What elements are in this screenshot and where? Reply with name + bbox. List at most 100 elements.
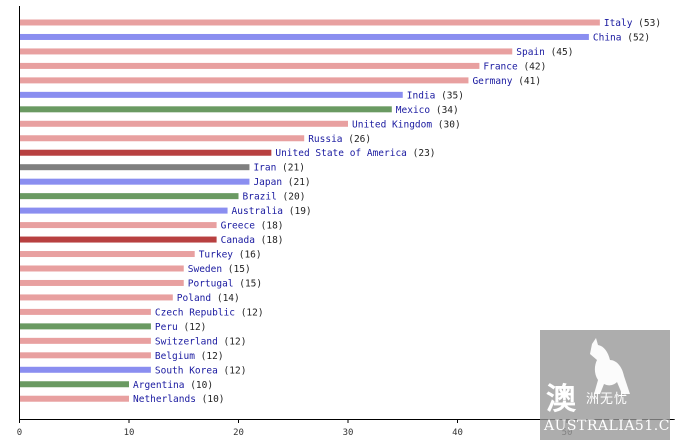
bar-country-label: India [407,90,436,101]
bar-label: Netherlands (10) [133,394,225,405]
bar [20,106,392,113]
bar [20,120,348,127]
bar-count-label: (18) [255,235,284,246]
bar-country-label: United Kingdom [352,119,432,130]
bar-label: Spain (45) [516,47,573,58]
bar-group: United Kingdom (30) [20,119,461,130]
bar-country-label: Japan [253,177,282,188]
bar-count-label: (34) [430,105,459,116]
bar [20,265,184,272]
bar-label: Poland (14) [177,293,240,304]
bar [20,294,173,301]
bar-country-label: South Korea [155,365,218,376]
bar-count-label: (10) [196,394,225,405]
bar [20,251,195,258]
bar-group: Argentina (10) [20,380,213,391]
bar-country-label: Sweden [188,264,222,275]
x-tick-label: 10 [124,428,135,438]
bar-group: India (35) [20,90,464,101]
bar-count-label: (12) [178,322,207,333]
bars-layer: Italy (53) China (52) Spain (45) France (42… [20,18,661,405]
bar-count-label: (18) [255,221,284,232]
bar-group: Australia (19) [20,206,312,217]
bar [20,395,129,402]
bar-country-label: China [593,32,622,43]
bar-count-label: (15) [234,278,263,289]
bar-count-label: (53) [632,18,661,29]
bar-count-label: (12) [218,336,247,347]
bar [20,222,217,229]
bar-label: Belgium (12) [155,351,224,362]
bar-label: Russia (26) [308,134,371,145]
bar-country-label: Argentina [133,380,184,391]
bar [20,207,228,214]
bar-count-label: (14) [211,293,240,304]
bar-count-label: (30) [432,119,461,130]
bar-count-label: (20) [277,192,306,203]
bar-count-label: (12) [195,351,224,362]
bar-country-label: Spain [516,47,545,58]
bar-group: Canada (18) [20,235,284,246]
bar-label: Switzerland (12) [155,336,247,347]
x-axis-ticks: 01020304050 [17,419,572,438]
bar-group: Italy (53) [20,18,661,29]
bar-count-label: (42) [518,61,547,72]
bar [20,337,151,344]
bar-label: Germany (41) [472,76,541,87]
kangaroo-icon [590,338,630,394]
bar-group: Germany (41) [20,76,541,87]
bar-label: India (35) [407,90,464,101]
bar-country-label: Peru [155,322,178,333]
bar-country-label: Greece [221,221,256,232]
bar-group: Russia (26) [20,134,371,145]
bar-group: France (42) [20,61,546,72]
bar-label: Iran (21) [253,163,305,174]
bar [20,62,480,69]
bar-count-label: (23) [407,148,436,159]
x-tick-label: 30 [343,428,354,438]
bar-count-label: (41) [512,76,541,87]
bar [20,91,403,98]
bar [20,352,151,359]
x-tick-label: 40 [452,428,463,438]
bar [20,366,151,373]
bar-count-label: (12) [218,365,247,376]
bar-count-label: (12) [235,307,264,318]
bar-country-label: Poland [177,293,211,304]
bar-group: Peru (12) [20,322,206,333]
bar-group: Sweden (15) [20,264,251,275]
bar-label: Australia (19) [232,206,312,217]
bar-label: Argentina (10) [133,380,213,391]
bar [20,19,600,26]
bar-label: United Kingdom (30) [352,119,461,130]
bar-group: Poland (14) [20,293,240,304]
bar-label: United State of America (23) [275,148,435,159]
bar-country-label: France [483,61,518,72]
bar-group: Czech Republic (12) [20,307,264,318]
bar-count-label: (26) [343,134,372,145]
bar-label: Peru (12) [155,322,207,333]
bar-label: Italy (53) [604,18,661,29]
bar-group: China (52) [20,32,650,43]
bar-country-label: Germany [472,76,512,87]
bar-country-label: Czech Republic [155,307,235,318]
bar [20,178,250,185]
bar-label: Mexico (34) [396,105,459,116]
bar-group: Greece (18) [20,221,284,232]
watermark-cn-large: 澳 [546,382,576,417]
bar-country-label: Switzerland [155,336,218,347]
watermark-en: AUSTRALIA51.COM [544,418,675,434]
bar-country-label: United State of America [275,148,407,159]
bar-label: South Korea (12) [155,365,247,376]
bar-count-label: (52) [622,32,651,43]
bar [20,77,469,84]
bar-label: Brazil (20) [243,192,306,203]
bar-count-label: (15) [222,264,251,275]
bar-group: Belgium (12) [20,351,224,362]
bar-country-label: Portugal [188,278,234,289]
bar-country-label: Italy [604,18,633,29]
bar-group: Turkey (16) [20,250,262,261]
bar [20,48,513,55]
bar-label: Japan (21) [253,177,310,188]
